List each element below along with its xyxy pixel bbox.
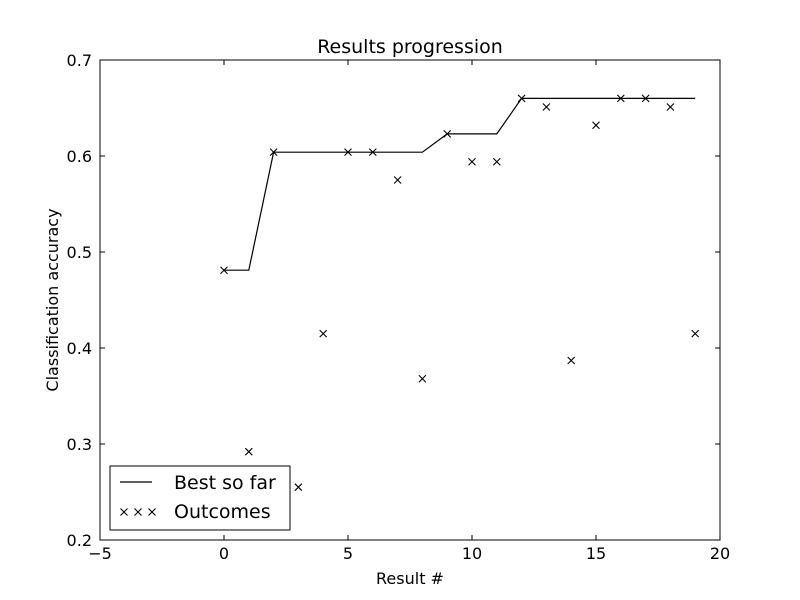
outcome-point [468, 157, 476, 166]
outcome-point [418, 374, 427, 383]
x-tick-label: 5 [343, 544, 353, 563]
outcome-point [567, 356, 576, 365]
outcome-point [616, 94, 625, 103]
outcome-point [542, 103, 551, 111]
outcome-point [517, 94, 526, 103]
outcome-point [492, 157, 501, 166]
y-tick-label: 0.2 [67, 531, 92, 550]
x-tick-label: 20 [710, 544, 730, 563]
y-tick-label: 0.4 [67, 339, 92, 358]
best-so-far-line [224, 97, 696, 271]
legend-marker [134, 508, 142, 516]
legend-marker [120, 508, 128, 516]
plot-frame [99, 59, 721, 541]
outcome-point [691, 329, 700, 338]
legend-entry-outcomes: Outcomes [174, 501, 271, 523]
outcome-point [269, 148, 278, 157]
y-tick-label: 0.7 [67, 51, 92, 70]
outcome-point [244, 447, 253, 456]
outcome-point [666, 103, 675, 111]
outcome-point [220, 266, 228, 275]
legend: Best so far Outcomes [109, 465, 291, 531]
y-tick-label: 0.5 [67, 243, 92, 262]
outcome-point [294, 483, 303, 492]
plot-area [100, 60, 720, 540]
x-tick-label: 10 [462, 544, 482, 563]
y-axis-label: Classification accuracy [43, 208, 62, 391]
outcome-point [443, 130, 452, 138]
outcome-point [592, 121, 600, 130]
x-tick-label: −5 [88, 544, 112, 563]
legend-marker [148, 508, 156, 516]
legend-box [109, 465, 291, 531]
legend-entry-best-so-far: Best so far [174, 472, 276, 494]
x-axis-label: Result # [376, 569, 444, 588]
outcome-point [393, 176, 402, 184]
y-tick-label: 0.6 [67, 147, 92, 166]
x-tick-label: 15 [586, 544, 606, 563]
outcome-point [344, 148, 352, 157]
outcome-point [368, 148, 377, 157]
outcome-point [641, 94, 650, 103]
legend-marker-swatch [120, 508, 156, 516]
chart-title: Results progression [317, 36, 503, 58]
outcome-point [319, 329, 328, 338]
x-tick-label: 0 [219, 544, 229, 563]
y-tick-label: 0.3 [67, 435, 92, 454]
